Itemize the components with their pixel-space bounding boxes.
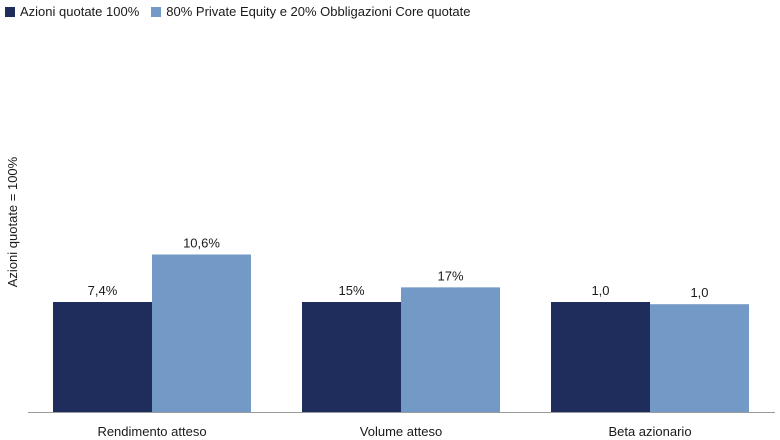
category-label-2: Volume atteso: [360, 424, 442, 439]
data-label-series-2-cat-1: 10,6%: [183, 235, 220, 250]
legend-swatch-series-2: [151, 7, 162, 17]
legend: Azioni quotate 100% 80% Private Equity e…: [5, 4, 483, 20]
legend-label-series-1: Azioni quotate 100%: [20, 4, 140, 19]
data-label-series-2-cat-2: 17%: [437, 268, 463, 283]
data-label-series-1-cat-1: 7,4%: [88, 283, 118, 298]
bar-series-1-cat-3: [551, 302, 650, 412]
bar-series-2-cat-2: [401, 287, 500, 412]
bar-series-2-cat-1: [152, 254, 251, 412]
category-label-1: Rendimento atteso: [97, 424, 206, 439]
bar-series-2-cat-3: [650, 304, 749, 412]
legend-swatch-series-1: [5, 7, 15, 17]
bars-group: 7,4% 10,6% 15% 17% 1,0 1,0: [53, 235, 749, 412]
legend-item-series-1: Azioni quotate 100%: [5, 4, 139, 20]
category-label-3: Beta azionario: [608, 424, 691, 439]
data-label-series-1-cat-2: 15%: [338, 283, 364, 298]
legend-label-series-2: 80% Private Equity e 20% Obbligazioni Co…: [166, 4, 471, 19]
data-label-series-1-cat-3: 1,0: [591, 283, 609, 298]
bar-series-1-cat-2: [302, 302, 401, 412]
legend-item-series-2: 80% Private Equity e 20% Obbligazioni Co…: [151, 4, 471, 20]
bar-series-1-cat-1: [53, 302, 152, 412]
category-labels-group: Rendimento atteso Volume atteso Beta azion…: [97, 424, 691, 439]
data-label-series-2-cat-3: 1,0: [690, 285, 708, 300]
y-axis-label: Azioni quotate = 100%: [5, 156, 20, 287]
